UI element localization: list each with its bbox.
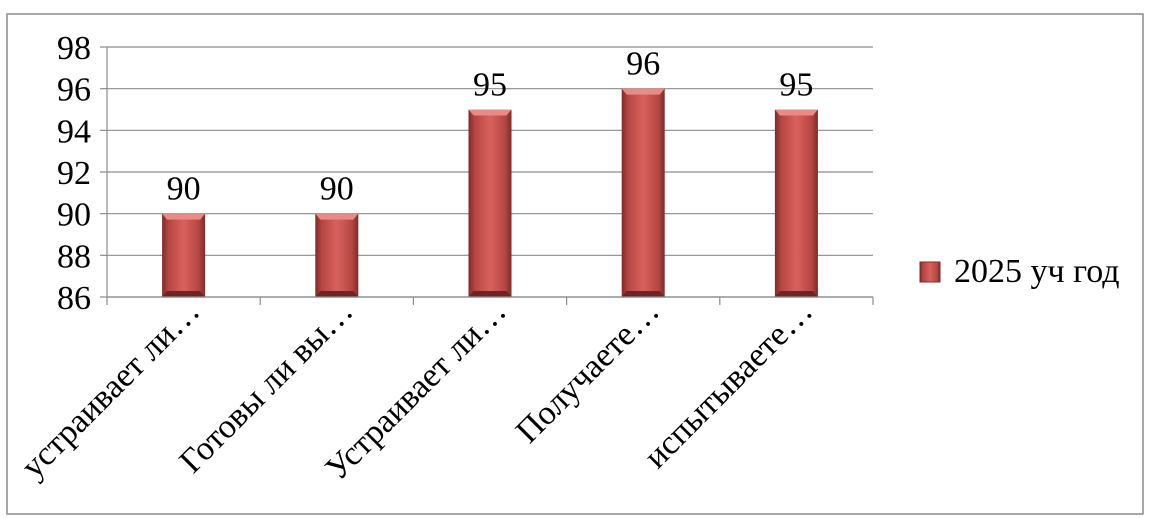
data-label: 95 bbox=[779, 67, 813, 104]
bar bbox=[162, 213, 206, 297]
bar bbox=[774, 109, 818, 297]
y-tick-label: 90 bbox=[57, 197, 91, 234]
legend: 2025 уч год bbox=[919, 253, 1120, 290]
y-tick-label: 88 bbox=[57, 238, 91, 275]
data-label: 90 bbox=[320, 171, 354, 208]
y-tick-label: 94 bbox=[57, 113, 91, 150]
y-tick-label: 98 bbox=[57, 30, 91, 67]
y-tick-label: 86 bbox=[57, 280, 91, 317]
legend-swatch bbox=[919, 261, 941, 283]
bar bbox=[621, 88, 665, 298]
y-tick-label: 92 bbox=[57, 155, 91, 192]
y-tick-label: 96 bbox=[57, 72, 91, 109]
data-label: 95 bbox=[473, 67, 507, 104]
data-label: 90 bbox=[167, 171, 201, 208]
bar bbox=[468, 109, 512, 297]
bar bbox=[315, 213, 359, 297]
legend-label: 2025 уч год bbox=[954, 253, 1120, 290]
data-label: 96 bbox=[626, 46, 660, 83]
